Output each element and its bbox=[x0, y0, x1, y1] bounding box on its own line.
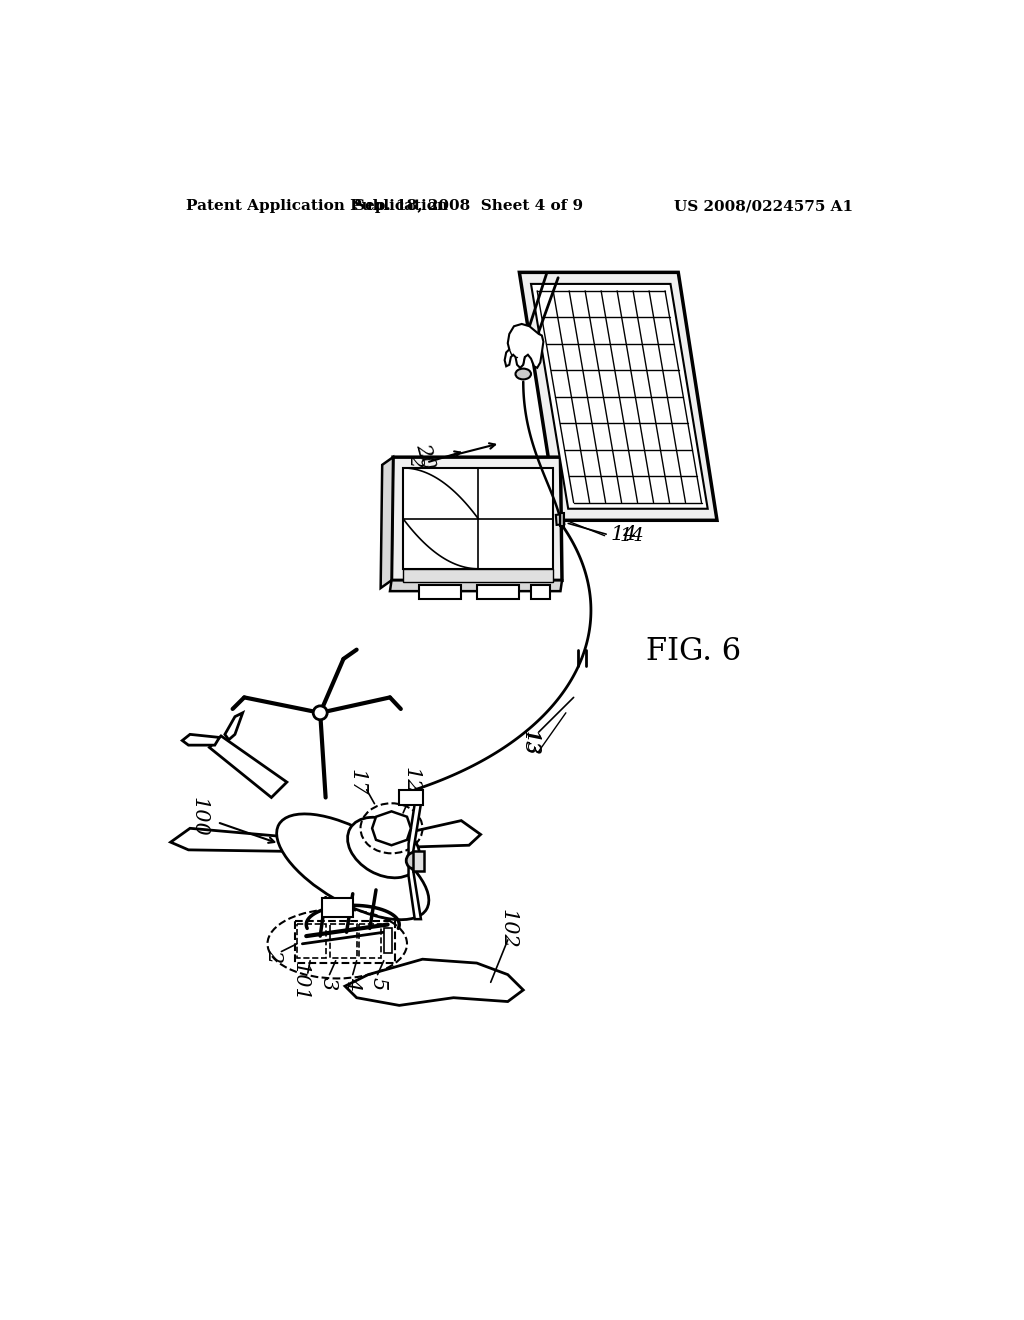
Polygon shape bbox=[209, 737, 287, 797]
Ellipse shape bbox=[276, 814, 429, 920]
Polygon shape bbox=[505, 323, 544, 368]
Polygon shape bbox=[381, 457, 393, 589]
Polygon shape bbox=[409, 804, 421, 859]
Polygon shape bbox=[171, 829, 295, 851]
Text: 100: 100 bbox=[189, 797, 209, 837]
Ellipse shape bbox=[347, 817, 420, 878]
Ellipse shape bbox=[407, 853, 423, 869]
Polygon shape bbox=[409, 863, 421, 919]
Polygon shape bbox=[390, 581, 562, 591]
Polygon shape bbox=[395, 821, 480, 847]
Bar bbox=[322, 898, 352, 917]
Polygon shape bbox=[414, 851, 424, 871]
Text: 5: 5 bbox=[368, 977, 387, 990]
Text: 200: 200 bbox=[406, 454, 424, 491]
Bar bbox=[384, 928, 391, 953]
Text: 17: 17 bbox=[347, 768, 367, 796]
Polygon shape bbox=[403, 469, 553, 569]
Ellipse shape bbox=[313, 706, 328, 719]
Text: 12: 12 bbox=[401, 767, 421, 793]
Polygon shape bbox=[182, 734, 219, 744]
Text: 102: 102 bbox=[499, 908, 517, 948]
Text: 2: 2 bbox=[264, 949, 284, 962]
Bar bbox=[330, 924, 357, 958]
Bar bbox=[359, 924, 381, 958]
Text: Sep. 18, 2008  Sheet 4 of 9: Sep. 18, 2008 Sheet 4 of 9 bbox=[354, 199, 584, 213]
Bar bbox=[419, 585, 461, 599]
Bar bbox=[399, 789, 423, 805]
Bar bbox=[297, 924, 327, 958]
Text: 3: 3 bbox=[318, 977, 338, 990]
Text: 14: 14 bbox=[620, 527, 644, 545]
Bar bbox=[531, 585, 550, 599]
Polygon shape bbox=[519, 272, 717, 520]
Polygon shape bbox=[531, 284, 708, 508]
Polygon shape bbox=[403, 569, 553, 582]
Text: 4: 4 bbox=[343, 977, 362, 990]
Text: 14: 14 bbox=[610, 524, 637, 544]
Text: US 2008/0224575 A1: US 2008/0224575 A1 bbox=[674, 199, 853, 213]
Text: 13: 13 bbox=[520, 729, 539, 755]
Text: 101: 101 bbox=[291, 962, 309, 1002]
Text: Patent Application Publication: Patent Application Publication bbox=[186, 199, 449, 213]
Ellipse shape bbox=[515, 368, 531, 379]
Polygon shape bbox=[345, 960, 523, 1006]
Bar bbox=[477, 585, 519, 599]
Polygon shape bbox=[225, 713, 243, 739]
Text: 13: 13 bbox=[522, 731, 540, 756]
Text: 200: 200 bbox=[412, 441, 440, 484]
Polygon shape bbox=[556, 515, 564, 525]
Polygon shape bbox=[391, 457, 562, 581]
Bar bbox=[295, 921, 395, 964]
Polygon shape bbox=[372, 812, 411, 845]
Polygon shape bbox=[560, 512, 564, 527]
Text: FIG. 6: FIG. 6 bbox=[646, 636, 741, 667]
